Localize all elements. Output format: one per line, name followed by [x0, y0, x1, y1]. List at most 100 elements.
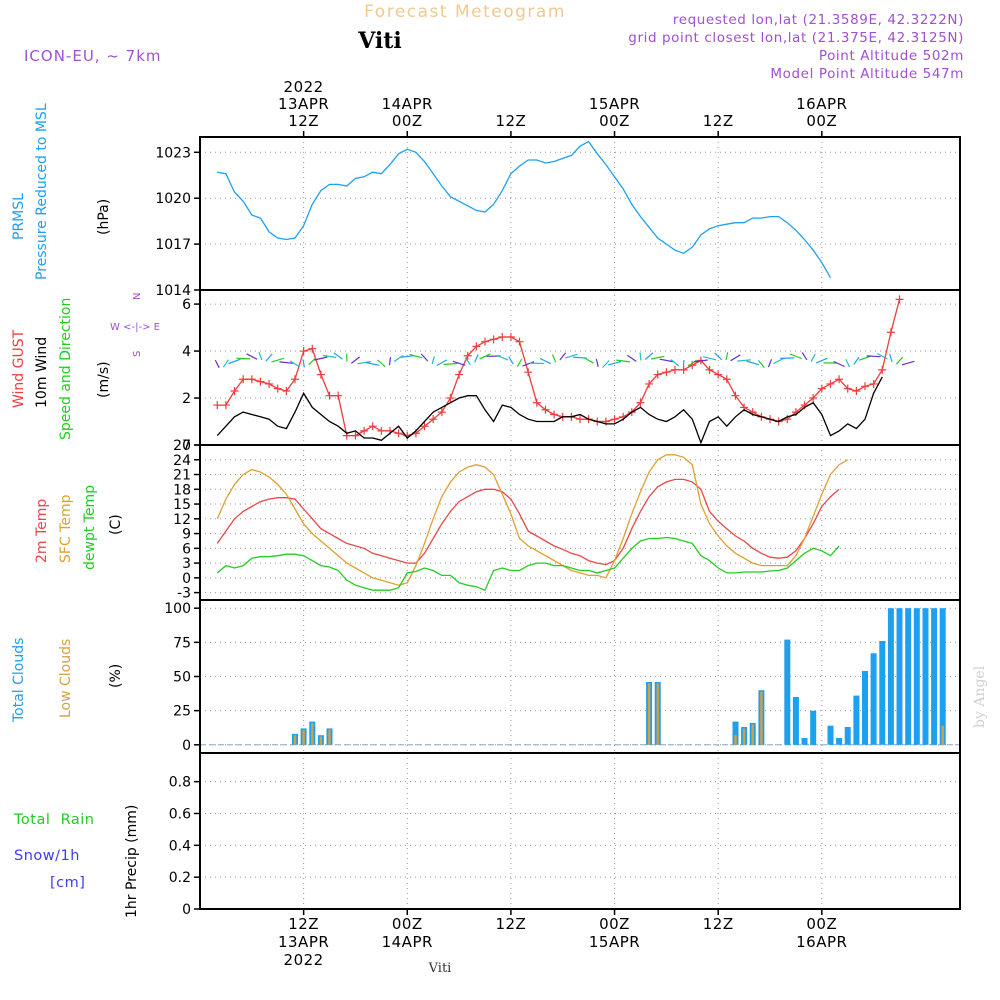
gust-marker — [481, 337, 489, 346]
gust-marker — [230, 386, 239, 395]
compass-s: S — [132, 351, 143, 357]
y-tick-label: 18 — [173, 482, 191, 498]
wind-arrow — [889, 353, 893, 363]
wind-arrow — [780, 357, 795, 359]
bar-low-clouds — [760, 691, 763, 745]
bar-total-clouds — [887, 608, 894, 745]
bar-total-clouds — [905, 608, 912, 745]
low-clouds-label: Low Clouds — [58, 639, 74, 718]
wind-arrow — [551, 354, 557, 363]
gust-marker — [895, 295, 904, 304]
temp2m-label: 2m Temp — [34, 499, 50, 563]
wind-arrow — [350, 356, 360, 364]
bar-total-clouds — [862, 671, 868, 745]
sfc-label: SFC Temp — [58, 494, 74, 563]
wind-arrow — [322, 354, 337, 359]
y-tick-label: 0.6 — [169, 806, 191, 822]
gust-marker — [377, 426, 386, 435]
wind-arrow — [730, 354, 741, 362]
gust-marker — [532, 398, 541, 407]
time-label: 00Z — [392, 915, 423, 933]
gust-marker — [291, 375, 299, 384]
bar-low-clouds — [734, 735, 737, 745]
wind-arrow — [746, 360, 760, 366]
bar-total-clouds — [844, 727, 851, 745]
bar-total-clouds — [784, 639, 791, 745]
series-line-pressure — [217, 140, 832, 279]
wind-arrow — [474, 354, 479, 363]
y-tick-label: 0.8 — [169, 775, 191, 791]
wind-arrow — [279, 361, 294, 364]
wind-arrow — [246, 353, 258, 360]
footer-location: Viti — [428, 961, 452, 976]
gust-marker — [498, 332, 507, 341]
y-tick-label: 12 — [173, 512, 191, 528]
gust-marker — [515, 337, 524, 346]
clouds-unit: (%) — [108, 664, 124, 688]
temp-unit: (C) — [108, 514, 124, 535]
plot-layer: 10141017102010230246-3036912151821242702… — [155, 78, 961, 969]
bar-low-clouds — [328, 729, 331, 745]
wind-arrow — [431, 356, 435, 365]
y-tick-label: 50 — [173, 670, 191, 686]
gust-marker — [869, 379, 878, 388]
gust-marker — [671, 365, 679, 374]
bar-low-clouds — [319, 736, 323, 745]
wind-arrow — [687, 359, 698, 367]
compass-n: N — [132, 293, 143, 300]
gust-marker — [861, 382, 869, 391]
gust-marker — [316, 370, 325, 379]
gust-marker — [524, 368, 533, 377]
y-tick-label: -3 — [177, 586, 191, 602]
bar-total-clouds — [827, 725, 834, 745]
y-tick-label: 0 — [182, 902, 191, 918]
gust-marker — [809, 394, 818, 403]
gust-marker — [835, 375, 844, 384]
wind-arrow — [815, 357, 828, 364]
wind-arrow — [522, 361, 535, 367]
gust-marker — [576, 415, 584, 424]
wind-arrow — [464, 357, 471, 366]
wind-arrow — [866, 355, 881, 358]
wind-arrow — [583, 356, 594, 364]
wind-arrow — [626, 354, 637, 362]
gust-marker — [239, 375, 248, 384]
time-label: 2022 — [284, 78, 324, 96]
wind-arrow — [443, 362, 458, 366]
wind-arrow — [496, 354, 509, 361]
gust-marker — [714, 370, 723, 379]
wind-arrow — [409, 353, 423, 359]
gust-marker — [247, 375, 256, 384]
wind-arrow — [773, 357, 785, 365]
wind-arrow — [876, 352, 888, 360]
y-tick-label: 0 — [182, 571, 191, 587]
wind-arrow — [565, 353, 578, 359]
time-label: 00Z — [392, 112, 423, 130]
gust-marker — [455, 370, 464, 379]
y-tick-label: 1023 — [155, 145, 191, 161]
wind-arrow — [516, 358, 523, 367]
gust-marker — [463, 351, 472, 360]
pressure-msl-label: Pressure Reduced to MSL — [34, 103, 50, 280]
pressure-unit: (hPa) — [96, 199, 112, 235]
time-label: 14APR — [382, 933, 433, 951]
wind-arrow — [639, 352, 642, 361]
rain-label: Total Rain — [13, 812, 94, 828]
model-label: ICON-EU, ~ 7km — [24, 47, 162, 65]
gust-marker — [886, 328, 895, 337]
y-tick-label: 75 — [173, 635, 191, 651]
bar-total-clouds — [732, 721, 739, 745]
gust-marker — [213, 401, 222, 410]
wind-arrow — [222, 359, 229, 368]
panel-frame — [199, 136, 961, 291]
panel-frame — [199, 444, 961, 601]
time-label: 12Z — [703, 915, 734, 933]
wind-arrow — [539, 357, 552, 365]
wind-arrow — [400, 355, 415, 358]
time-label: 2022 — [284, 951, 324, 969]
wind-arrow — [702, 356, 717, 361]
point-altitude: Point Altitude 502m — [819, 48, 964, 64]
wind-arrow — [271, 357, 285, 363]
gust-marker — [610, 415, 619, 424]
